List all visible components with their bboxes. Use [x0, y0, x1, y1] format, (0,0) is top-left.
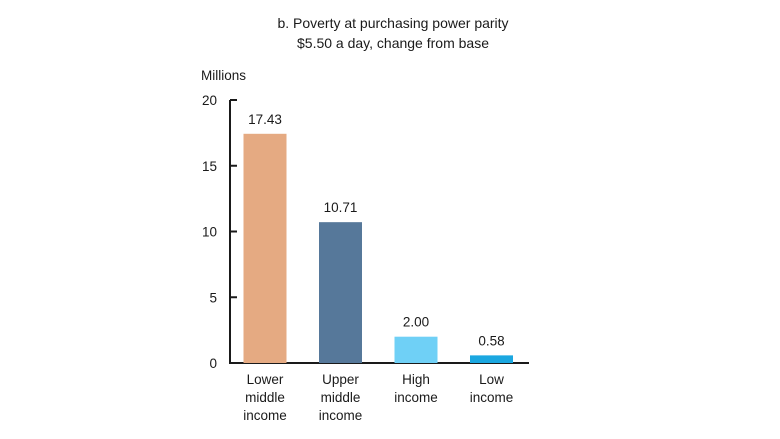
plot-area: 0 5 10 15 20 17.43 Lower middle income 10.71 Upper…: [202, 93, 529, 423]
x-category-label: Upper middle income: [319, 372, 363, 423]
bar: [243, 133, 287, 363]
chart-title: b. Poverty at purchasing power parity: [277, 15, 508, 31]
y-tick-label: 5: [209, 290, 217, 305]
y-tick-label: 0: [209, 356, 217, 371]
data-label: 0.58: [478, 333, 504, 348]
y-tick-label: 15: [202, 159, 217, 174]
bar: [394, 336, 438, 363]
chart-subtitle: $5.50 a day, change from base: [297, 35, 489, 51]
x-category-label: Low income: [470, 372, 514, 405]
y-tick-label: 20: [202, 93, 217, 108]
y-axis-unit-label: Millions: [201, 68, 246, 83]
data-label: 17.43: [248, 112, 282, 127]
x-category-label: Lower middle income: [243, 372, 287, 423]
x-category-label: High income: [394, 372, 438, 405]
data-label: 10.71: [324, 200, 358, 215]
y-tick-label: 10: [202, 225, 217, 240]
bar: [470, 355, 513, 363]
data-label: 2.00: [403, 315, 429, 330]
bar: [319, 222, 362, 363]
